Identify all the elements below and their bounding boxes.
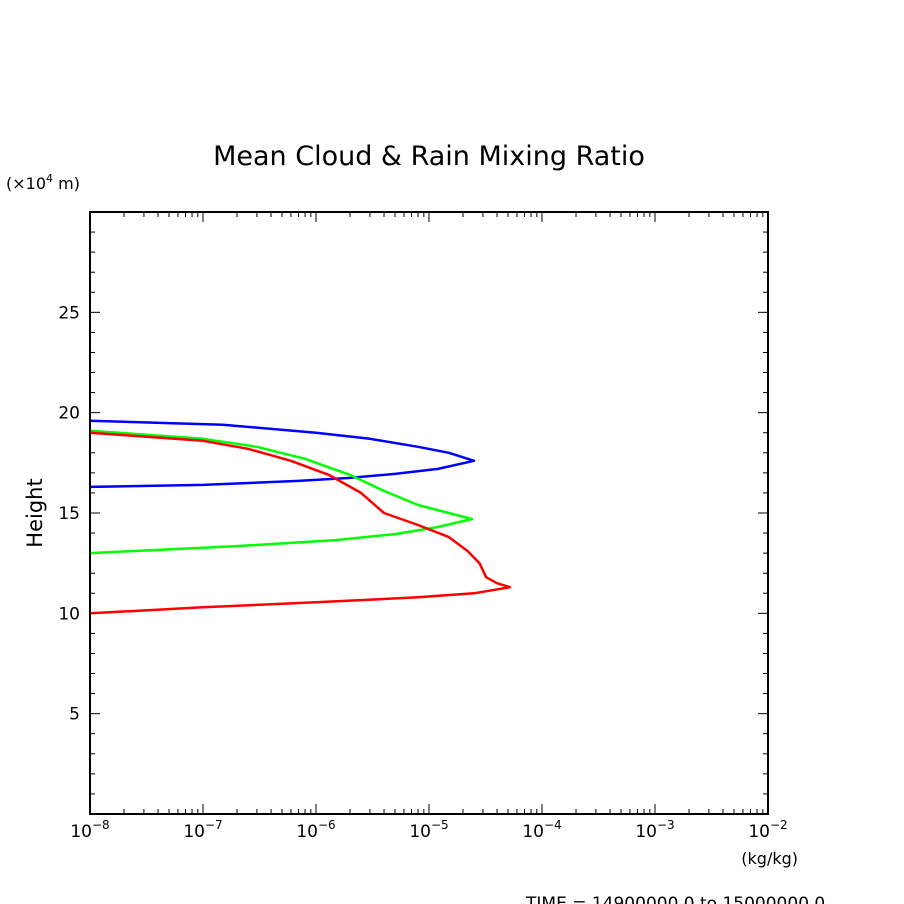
x-tick-label: 10−2	[748, 818, 787, 842]
x-tick-label: 10−6	[296, 818, 335, 842]
time-range-footer: TIME = 14900000.0 to 15000000.0	[525, 894, 825, 904]
axis-ticks	[89, 212, 769, 814]
y-axis-unit: (×104 m)	[6, 172, 80, 193]
x-tick-label: 10−5	[409, 818, 448, 842]
y-axis-label: Height	[23, 478, 47, 547]
plot-frame	[89, 211, 769, 815]
x-tick-label: 10−7	[183, 818, 222, 842]
y-tick-label: 5	[69, 705, 80, 725]
series-line-3	[89, 431, 512, 615]
x-tick-label: 10−8	[70, 818, 109, 842]
x-tick-label: 10−4	[522, 818, 561, 842]
x-axis-unit: (kg/kg)	[741, 849, 798, 868]
x-tick-labels: 10−8 10−7 10−6 10−5 10−4 10−3 10−2	[70, 818, 787, 842]
y-tick-labels: 5 10 15 20 25	[58, 303, 80, 724]
y-tick-label: 10	[58, 604, 80, 624]
series-group	[89, 419, 512, 615]
series-line-1	[89, 419, 476, 489]
series-line-2	[89, 429, 474, 555]
y-tick-label: 15	[58, 504, 80, 524]
y-tick-label: 25	[58, 303, 80, 323]
y-tick-label: 20	[58, 404, 80, 424]
x-tick-label: 10−3	[635, 818, 674, 842]
chart-title: Mean Cloud & Rain Mixing Ratio	[213, 141, 645, 172]
